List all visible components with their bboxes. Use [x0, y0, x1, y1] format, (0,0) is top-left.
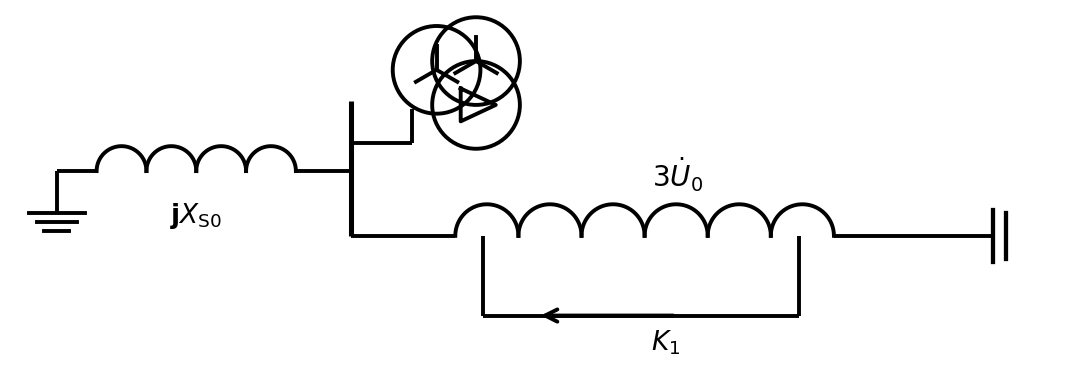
Text: $3\dot{U}_0$: $3\dot{U}_0$ — [652, 156, 703, 194]
Text: $K_1$: $K_1$ — [651, 328, 680, 357]
Text: $\mathbf{j}X_{\mathrm{S0}}$: $\mathbf{j}X_{\mathrm{S0}}$ — [171, 201, 222, 231]
